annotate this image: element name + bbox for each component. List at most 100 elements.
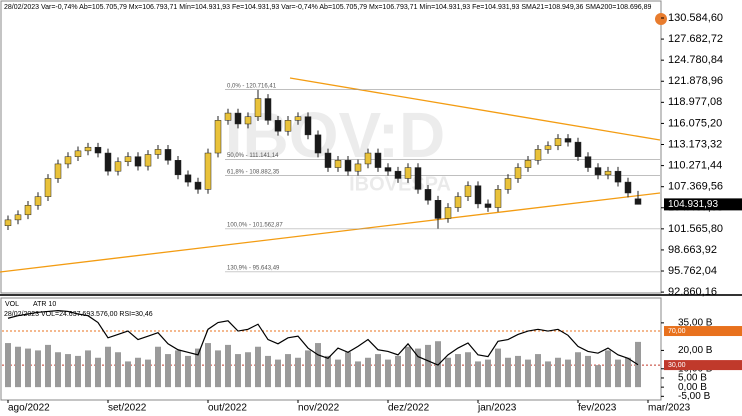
candle-body [434, 200, 442, 219]
x-tick-label: mar/2023 [648, 403, 691, 414]
volume-bar [515, 355, 521, 388]
volume-bar [625, 357, 631, 388]
candle-body [304, 116, 312, 136]
volume-bar [595, 365, 601, 388]
candle-body [604, 170, 612, 176]
volume-bar [375, 354, 381, 388]
y-tick-label: 130.584,60 [668, 12, 723, 24]
candle-body [154, 149, 162, 155]
volume-bar [285, 354, 291, 388]
volume-bar [535, 354, 541, 388]
candle-body [484, 203, 492, 208]
x-tick-label: out/2022 [208, 403, 247, 414]
candle-body [414, 167, 422, 190]
candle-body [474, 185, 482, 205]
candle-body [254, 98, 262, 117]
volume-bar [25, 348, 31, 388]
y-tick-label: -5,00 B [678, 391, 711, 402]
candle-body [94, 146, 102, 154]
candle-body [294, 116, 302, 121]
candle-body [344, 160, 352, 172]
candle-body [394, 170, 402, 179]
volume-bar [465, 352, 471, 388]
rsi-level-box [664, 326, 742, 337]
fib-label: 100,0% - 101.562,87 [227, 222, 283, 228]
candle-body [134, 156, 142, 167]
volume-bar [335, 359, 341, 388]
candle-body [494, 189, 502, 208]
y-tick-label: 95.762,04 [668, 265, 717, 277]
header-info: 28/02/2023 Var=-0,74% Ab=105.705,79 Mx=1… [4, 4, 651, 11]
candle-body [264, 98, 272, 121]
candle-body [274, 120, 282, 132]
panel-tab: VOL [5, 301, 19, 308]
volume-bar [405, 346, 411, 388]
candle-body [364, 152, 372, 165]
y-tick-label: 113.173,32 [668, 138, 722, 150]
volume-bar [475, 361, 481, 388]
trend-line [289, 77, 661, 141]
candle-body [194, 181, 202, 190]
fib-label: 130,9% - 95.643,49 [227, 265, 280, 271]
candle-body [84, 146, 92, 152]
candle-body [384, 167, 392, 172]
volume-bar [135, 357, 141, 388]
x-tick-label: jan/2023 [477, 403, 517, 414]
volume-bar [195, 348, 201, 388]
candle-body [314, 134, 322, 154]
volume-bar [395, 355, 401, 388]
volume-panel [0, 297, 662, 401]
candle-body [544, 145, 552, 150]
rsi-level-box [664, 360, 742, 371]
volume-bar [505, 357, 511, 388]
volume-bar [85, 350, 91, 388]
candle-body [584, 156, 592, 168]
volume-bar [455, 354, 461, 388]
volume-bar [5, 343, 11, 388]
volume-bar [95, 357, 101, 388]
volume-bar [255, 346, 261, 388]
x-tick-label: ago/2022 [8, 403, 50, 414]
y-tick-label: 35,00 B [678, 317, 713, 328]
y-tick-label: 127.682,72 [668, 33, 723, 45]
last-price-label: 104.931,93 [668, 199, 718, 210]
volume-bar [525, 359, 531, 388]
candle-body [534, 149, 542, 161]
volume-bar [495, 348, 501, 388]
candle-body [74, 150, 82, 157]
candle-body [424, 189, 432, 201]
candle-body [214, 120, 222, 154]
volume-bar [325, 355, 331, 388]
candle-body [4, 219, 12, 226]
candle-body [204, 152, 212, 190]
y-tick-label: 107.369,56 [668, 181, 723, 193]
candle-body [594, 167, 602, 176]
candle-body [614, 170, 622, 183]
candle-body [284, 120, 292, 132]
candle-body [184, 174, 192, 183]
candle-body [374, 152, 382, 168]
volume-bar [105, 346, 111, 388]
volume-bar [565, 359, 571, 388]
volume-bar [65, 354, 71, 388]
y-tick-label: 98.663,92 [668, 244, 717, 256]
volume-bar [305, 350, 311, 388]
y-tick-label: 124.780,84 [668, 54, 723, 66]
candle-body [244, 116, 252, 125]
volume-bar [165, 354, 171, 388]
candle-body [564, 138, 572, 143]
fib-label: 0,0% - 120.716,41 [227, 83, 277, 89]
alert-icon[interactable] [655, 13, 667, 25]
volume-bar [315, 343, 321, 388]
volume-bar [115, 352, 121, 388]
volume-bar [145, 359, 151, 388]
volume-bar [365, 357, 371, 388]
volume-bar [585, 355, 591, 388]
volume-bar [555, 357, 561, 388]
fib-label: 61,8% - 108.882,35 [227, 169, 280, 175]
candle-body [554, 138, 562, 147]
candle-body [574, 141, 582, 157]
y-tick-label: 20,00 B [678, 345, 713, 356]
